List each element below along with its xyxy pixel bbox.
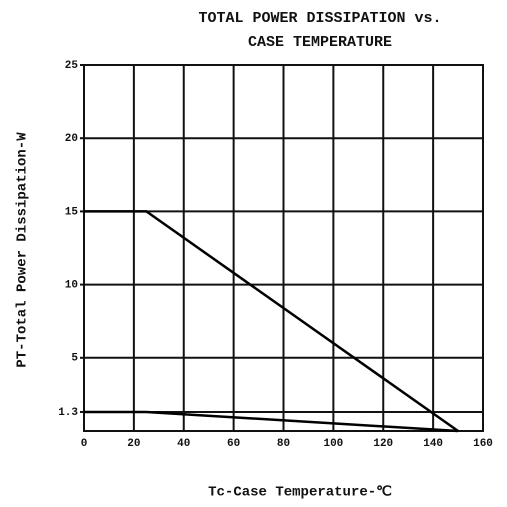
y-axis-label: PT-Total Power Dissipation-W bbox=[15, 132, 31, 368]
y-tick-label: 15 bbox=[65, 206, 79, 218]
chart-title: CASE TEMPERATURE bbox=[248, 34, 392, 51]
data-line bbox=[84, 410, 459, 433]
x-tick-label: 0 bbox=[81, 438, 88, 450]
y-tick-label: 5 bbox=[71, 353, 78, 365]
x-tick-label: 140 bbox=[423, 438, 443, 450]
y-tick-label: 10 bbox=[65, 280, 78, 292]
x-tick-label: 60 bbox=[227, 438, 240, 450]
x-tick-label: 40 bbox=[177, 438, 190, 450]
x-tick-label: 20 bbox=[127, 438, 140, 450]
x-tick-label: 160 bbox=[473, 438, 493, 450]
y-tick-label: 25 bbox=[65, 60, 79, 72]
data-line bbox=[84, 210, 459, 433]
x-tick-label: 80 bbox=[277, 438, 290, 450]
x-axis-label: Tc-Case Temperature-℃ bbox=[208, 485, 392, 501]
x-tick-label: 120 bbox=[373, 438, 393, 450]
y-tick-label: 20 bbox=[65, 133, 78, 145]
x-tick-label: 100 bbox=[323, 438, 343, 450]
chart-title: TOTAL POWER DISSIPATION vs. bbox=[198, 10, 441, 27]
y-tick-label: 1.3 bbox=[58, 407, 78, 419]
